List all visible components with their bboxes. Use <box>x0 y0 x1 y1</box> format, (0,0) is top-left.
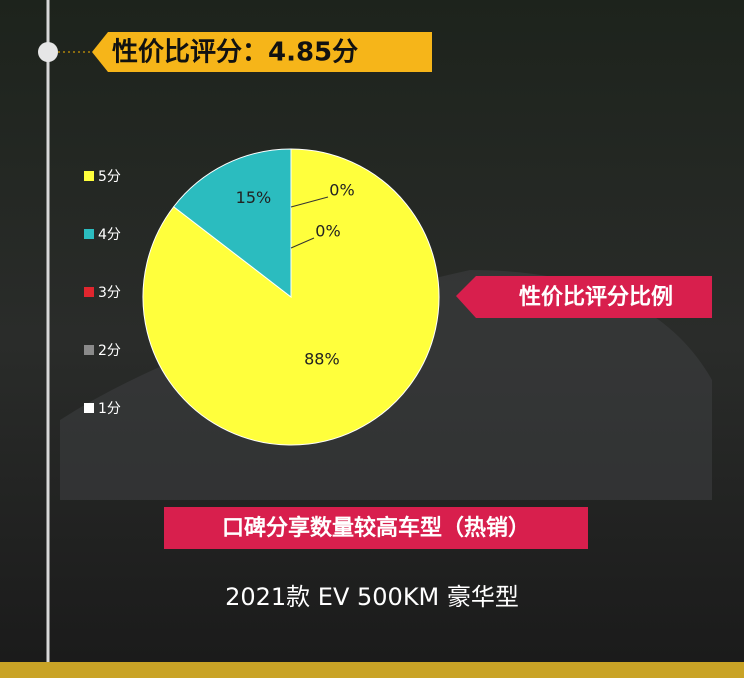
legend-label: 2分 <box>98 343 121 359</box>
legend-label: 4分 <box>98 227 121 243</box>
annotation-banner <box>164 507 588 549</box>
footer-bar <box>0 662 744 678</box>
annotation: 口碑分享数量较高车型（热销） <box>222 515 530 541</box>
timeline-dot <box>38 42 58 62</box>
data-label: 15% <box>236 188 272 207</box>
data-label: 0% <box>329 181 354 200</box>
subtitle-banner <box>456 276 712 318</box>
legend-swatch <box>84 171 94 181</box>
legend-label: 3分 <box>98 285 121 301</box>
legend-swatch <box>84 345 94 355</box>
pie-slice <box>172 148 292 299</box>
legend-swatch <box>84 229 94 239</box>
legend-label: 5分 <box>98 169 121 185</box>
subtitle: 性价比评分比例 <box>519 285 673 310</box>
chart-title: 性价比评分：4.85分 <box>112 38 358 68</box>
legend-swatch <box>84 287 94 297</box>
legend-swatch <box>84 403 94 413</box>
data-label: 0% <box>315 222 340 241</box>
leader-line <box>290 196 329 208</box>
leader-line <box>290 237 315 249</box>
legend-label: 1分 <box>98 401 121 417</box>
model-name: 2021款 EV 500KM 豪华型 <box>225 583 519 611</box>
title-banner <box>92 32 432 72</box>
data-label: 88% <box>304 349 340 368</box>
